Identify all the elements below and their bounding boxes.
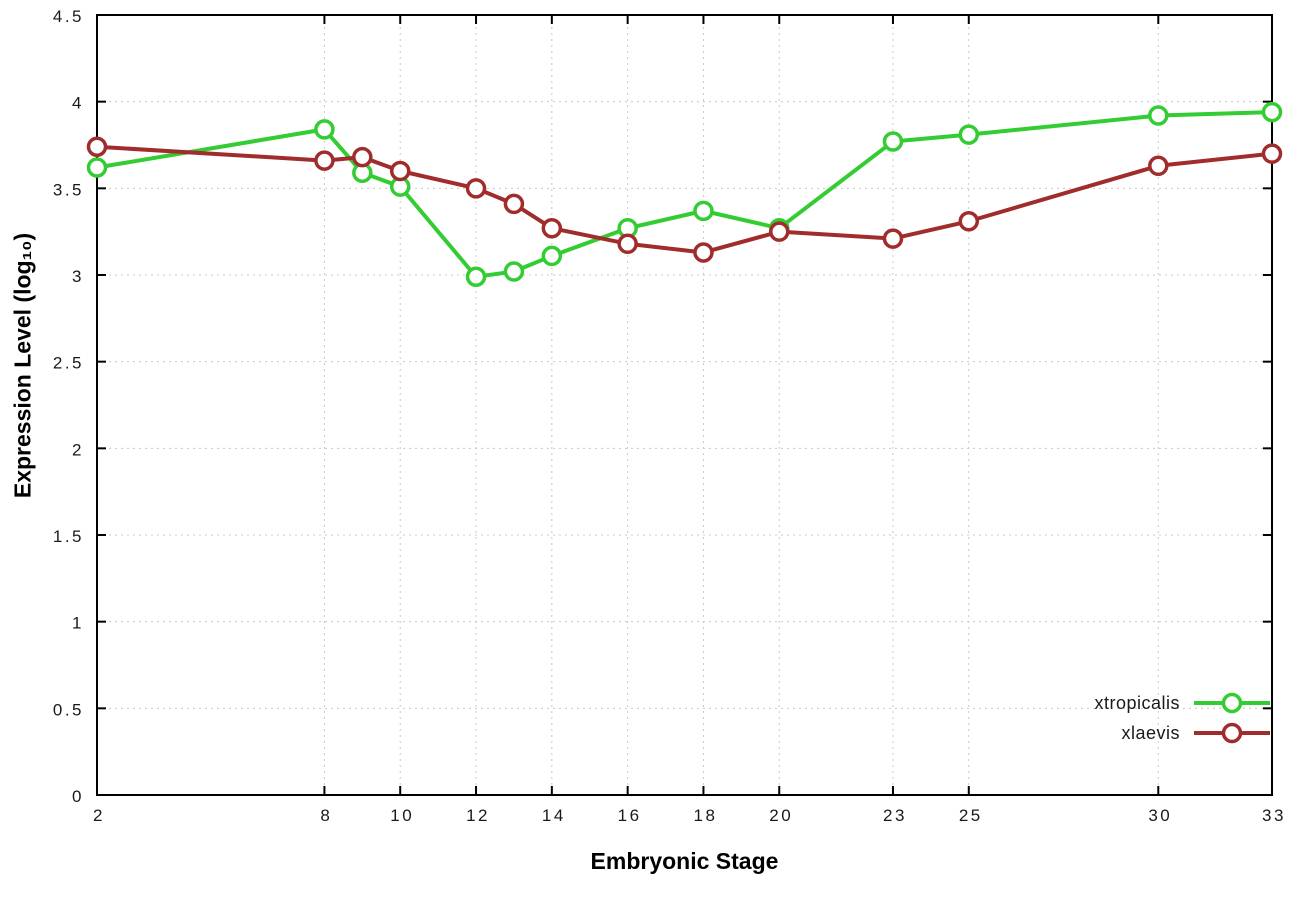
y-tick-label: 0 <box>72 787 84 806</box>
y-tick-label: 3 <box>72 267 84 286</box>
legend-line-sample-xlaevis <box>1194 722 1270 744</box>
data-point-xlaevis <box>465 178 487 199</box>
x-tick-label: 25 <box>959 806 983 825</box>
y-tick-label: 1 <box>72 614 84 633</box>
data-point-xtropicalis <box>1148 105 1169 126</box>
legend-label-xtropicalis: xtropicalis <box>1094 692 1180 713</box>
legend-item-xtropicalis: xtropicalis <box>1094 690 1274 716</box>
y-axis-title: Expression Level (log₁₀) <box>9 232 36 499</box>
x-tick-label: 20 <box>769 806 793 825</box>
data-point-xlaevis <box>1261 143 1283 164</box>
y-tick-label: 4.5 <box>53 7 84 26</box>
data-point-xtropicalis <box>465 266 487 287</box>
data-point-xtropicalis <box>86 157 108 178</box>
legend-label-xlaevis: xlaevis <box>1121 722 1180 743</box>
x-tick-label: 14 <box>542 806 566 825</box>
x-tick-label: 12 <box>466 806 490 825</box>
y-tick-label: 4 <box>72 94 84 113</box>
data-point-xtropicalis <box>958 124 980 145</box>
x-tick-label: 8 <box>320 806 332 825</box>
data-point-xlaevis <box>617 233 638 255</box>
data-point-xtropicalis <box>503 261 525 282</box>
x-tick-label: 18 <box>693 806 717 825</box>
data-point-xlaevis <box>503 193 525 215</box>
data-point-xlaevis <box>389 160 411 182</box>
y-tick-label: 2.5 <box>53 354 84 373</box>
data-point-xlaevis <box>1148 155 1169 177</box>
y-tick-label: 0.5 <box>53 700 84 719</box>
data-point-xlaevis <box>693 242 714 263</box>
data-point-xlaevis <box>86 136 108 157</box>
data-point-xlaevis <box>958 211 980 232</box>
y-tick-label: 2 <box>72 440 84 459</box>
data-point-xlaevis <box>882 228 904 249</box>
x-tick-label: 30 <box>1148 806 1172 825</box>
series-line-xlaevis <box>95 144 1274 255</box>
data-point-xtropicalis <box>541 245 563 267</box>
data-point-xtropicalis <box>693 200 714 222</box>
data-point-xlaevis <box>769 221 790 242</box>
y-tick-label: 1.5 <box>53 527 84 546</box>
x-tick-label: 10 <box>390 806 414 825</box>
x-axis-title: Embryonic Stage <box>590 848 779 874</box>
data-point-xlaevis <box>314 150 335 171</box>
data-point-xlaevis <box>541 217 563 239</box>
x-tick-label: 23 <box>883 806 907 825</box>
legend: xtropicalis xlaevis <box>1094 690 1274 746</box>
data-point-xtropicalis <box>1261 101 1283 123</box>
x-tick-label: 2 <box>93 806 105 825</box>
legend-line-sample-xtropicalis <box>1194 692 1270 714</box>
data-point-xlaevis <box>352 146 373 168</box>
plot-border <box>96 14 1273 796</box>
y-tick-label: 3.5 <box>53 180 84 199</box>
x-tick-label: 16 <box>618 806 642 825</box>
data-point-xtropicalis <box>314 119 335 140</box>
data-point-xtropicalis <box>882 131 904 152</box>
legend-item-xlaevis: xlaevis <box>1121 720 1274 746</box>
x-tick-label: 33 <box>1262 806 1286 825</box>
